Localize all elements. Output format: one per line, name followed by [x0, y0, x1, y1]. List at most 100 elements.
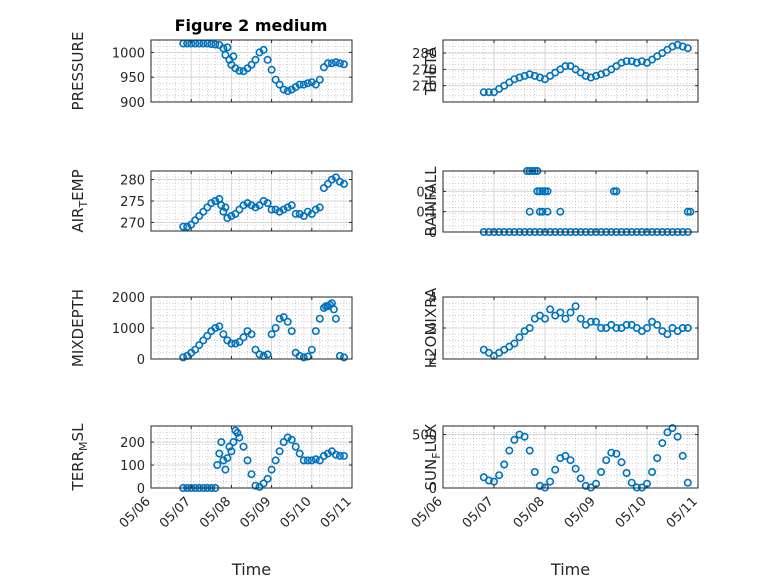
data-point [612, 449, 621, 458]
data-point [597, 323, 606, 332]
data-point [561, 314, 570, 323]
data-point [217, 438, 226, 447]
y-tick-label: 1000 [112, 322, 145, 337]
data-point [489, 477, 498, 486]
data-point [235, 66, 244, 75]
data-point [525, 70, 534, 79]
data-point [275, 207, 284, 216]
data-point [219, 456, 228, 465]
data-point [271, 323, 280, 332]
data-point [259, 197, 268, 206]
data-point [247, 470, 256, 479]
data-point [221, 203, 230, 212]
data-point [484, 476, 493, 485]
data-point [263, 350, 272, 359]
data-point [632, 58, 641, 67]
data-point [295, 449, 304, 458]
data-point [530, 467, 539, 476]
data-point [291, 209, 300, 218]
data-point [231, 339, 240, 348]
data-point [335, 59, 344, 68]
data-point [525, 446, 534, 455]
data-point [275, 80, 284, 89]
data-point [299, 456, 308, 465]
data-point [187, 220, 196, 229]
data-point [653, 454, 662, 463]
data-point [271, 456, 280, 465]
data-point [287, 435, 296, 444]
data-point [243, 456, 252, 465]
data-point [668, 424, 677, 433]
data-point [566, 456, 575, 465]
data-point [211, 323, 220, 332]
data-point [247, 330, 256, 339]
data-point [267, 465, 276, 474]
data-point [207, 39, 216, 48]
axes-box [150, 425, 353, 489]
data-point [520, 71, 529, 80]
data-point [219, 330, 228, 339]
data-point [287, 327, 296, 336]
data-point [653, 320, 662, 329]
data-point [561, 62, 570, 71]
data-point [303, 456, 312, 465]
panel-mixdepth: 0 1000 2000 MIXDEPTH [69, 289, 353, 368]
axes-box [442, 170, 699, 233]
data-point [275, 447, 284, 456]
data-point [203, 203, 212, 212]
y-tick-label: 270 [120, 216, 145, 231]
data-point [571, 464, 580, 473]
data-point [678, 451, 687, 460]
data-point [515, 333, 524, 342]
data-point [543, 187, 552, 196]
y-tick-label: 0 [137, 353, 145, 368]
data-point [267, 330, 276, 339]
data-point [315, 456, 324, 465]
y-tick-label: 500 [412, 429, 437, 444]
x-tick-label: 05/06 [409, 494, 446, 531]
y-axis-label: THETA [422, 46, 440, 96]
data-point [263, 474, 272, 483]
data-point [275, 314, 284, 323]
data-point [319, 451, 328, 460]
data-point [235, 205, 244, 214]
y-tick-label: 200 [120, 436, 145, 451]
panel-air-temp: 270 275 280 AIRTEMP [69, 169, 353, 233]
data-point [323, 59, 332, 68]
data-point [678, 323, 687, 332]
data-point [319, 63, 328, 72]
y-tick-label: 280 [120, 174, 145, 189]
data-point [199, 336, 208, 345]
data-point [530, 71, 539, 80]
y-tick-label: 1000 [112, 46, 145, 61]
data-point [251, 345, 260, 354]
data-point [247, 60, 256, 69]
y-axis-label: H2OMIXRA [422, 287, 440, 368]
data-point [231, 209, 240, 218]
x-tick-label: 05/11 [664, 494, 701, 531]
data-point [683, 44, 692, 53]
data-point [211, 197, 220, 206]
data-point [195, 341, 204, 350]
y-tick-label: 950 [120, 71, 145, 86]
data-point [299, 353, 308, 362]
y-axis-label: TERRMSL [69, 423, 90, 492]
data-point [327, 175, 336, 184]
data-point [515, 73, 524, 82]
data-point [538, 187, 547, 196]
y-tick-label: 2000 [112, 291, 145, 306]
axes-box [442, 39, 699, 103]
data-point [191, 216, 200, 225]
data-point [311, 80, 320, 89]
data-point [339, 451, 348, 460]
data-point [622, 57, 631, 66]
y-tick-label: 0 [429, 482, 437, 497]
data-point [683, 207, 692, 216]
data-point [686, 207, 695, 216]
data-point [525, 323, 534, 332]
data-point [576, 314, 585, 323]
data-point [479, 88, 488, 97]
data-point [597, 467, 606, 476]
